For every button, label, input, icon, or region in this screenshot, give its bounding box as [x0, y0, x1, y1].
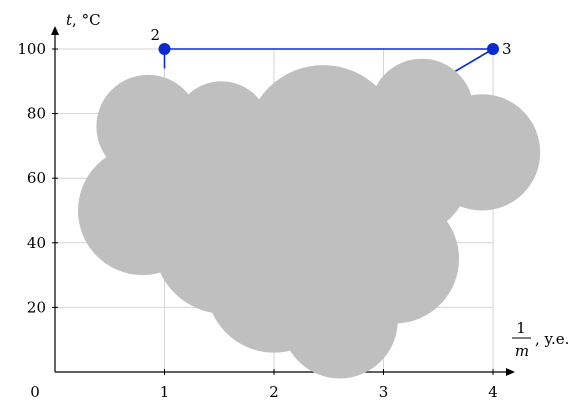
y-tick-label: 40 [27, 234, 46, 252]
occluder-blob [340, 107, 470, 237]
axes [51, 26, 515, 376]
y-axis-arrow [51, 26, 59, 35]
x-axis-title-denominator: m [515, 342, 529, 360]
x-axis-arrow [506, 368, 515, 376]
ticks: 0 1 2 3 4 20 40 60 80 100 [17, 40, 497, 401]
x-tick-label: 4 [488, 383, 498, 401]
x-tick-label: 1 [160, 383, 170, 401]
x-tick-label: 0 [30, 383, 40, 401]
x-tick-label: 3 [379, 383, 389, 401]
x-axis-title-unit: , y.e. [535, 330, 569, 348]
y-axis-title-unit: , °C [72, 11, 101, 29]
point-label: 3 [502, 40, 512, 58]
y-tick-label: 80 [27, 105, 46, 123]
x-axis-title-numerator: 1 [516, 319, 526, 337]
y-axis-title: t, °C [66, 11, 101, 29]
svg-text:t, °C: t, °C [66, 11, 101, 29]
point-label: 2 [151, 26, 161, 44]
series-point [158, 43, 171, 55]
x-tick-label: 2 [269, 383, 279, 401]
occluder-blob [150, 132, 267, 250]
y-tick-label: 60 [27, 169, 46, 187]
y-tick-label: 100 [17, 40, 46, 58]
y-tick-label: 20 [27, 298, 46, 316]
x-axis-title: 1 m , y.e. [512, 319, 569, 360]
series-point [487, 43, 499, 55]
y-axis-title-var: t [66, 11, 73, 29]
occluder-cloud [78, 58, 541, 379]
